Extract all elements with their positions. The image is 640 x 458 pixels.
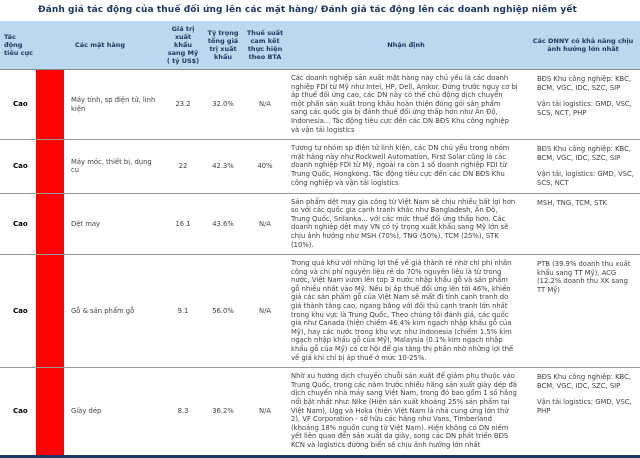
assessment-text: Tương tự nhóm sp điện tử linh kiện, các … (291, 144, 510, 187)
company-group: Vận tải logistics: GMD, VSC, PHP (537, 398, 632, 415)
item-name-cell: Gỗ & sản phẩm gỗ (64, 254, 165, 369)
companies-cell: MSH, TNG, TCM, STK (526, 193, 640, 256)
impact-bar (36, 193, 64, 256)
table-header: Tác động tiêu cực Các mặt hàng Giá trị x… (0, 21, 640, 70)
company-group: MSH, TNG, TCM, STK (537, 198, 608, 207)
table-row: Cao Giày dép 8.3 36.2% N/A Nhờ xu hướng … (0, 367, 640, 457)
export-value: 8.3 (177, 407, 189, 416)
impact-level-label: Cao (13, 407, 28, 416)
item-name-cell: Dệt may (64, 193, 165, 256)
company-group: BĐS Khu công nghiệp: KBC, BCM, VGC, IDC,… (537, 75, 632, 92)
bta-tariff: N/A (259, 100, 272, 109)
table-row: Cao Máy tính, sp điện tử, linh kiện 23.2… (0, 69, 640, 141)
bta-tariff: N/A (259, 407, 272, 416)
assessment-cell: Các doanh nghiệp sản xuất mặt hàng này c… (286, 69, 527, 141)
impact-level-label: Cao (13, 306, 28, 315)
export-value-cell: 8.3 (164, 367, 203, 457)
impact-level-label: Cao (13, 162, 28, 171)
impact-level-label: Cao (13, 100, 28, 109)
bta-tariff-cell: N/A (244, 193, 287, 256)
impact-level-cell: Cao (0, 139, 36, 194)
impact-bar (36, 69, 64, 141)
bta-tariff: N/A (259, 306, 272, 315)
item-name: Dệt may (71, 219, 101, 228)
item-name: Máy móc, thiết bị, dụng cụ (71, 157, 152, 175)
company-group: Vận tải logistics: GMD, VSC, SCS, NCT, P… (537, 100, 632, 117)
impact-level-cell: Cao (0, 367, 36, 457)
impact-bar (36, 139, 64, 194)
impact-assessment-table: Tác động tiêu cực Các mặt hàng Giá trị x… (0, 21, 640, 458)
bta-tariff: N/A (259, 219, 272, 228)
impact-level-cell: Cao (0, 193, 36, 256)
column-header-export-value: Giá trị xuất khẩu sang Mỹ ( tỷ US$) (164, 21, 203, 70)
export-share: 43.6% (212, 219, 234, 228)
bta-tariff-cell: N/A (244, 69, 287, 141)
item-name: Giày dép (71, 407, 102, 416)
column-header-bta-tariff: Thuế suất cam kết thực hiện theo BTA (244, 21, 287, 70)
page-title: Đánh giá tác động của thuế đối ứng lên c… (38, 5, 577, 15)
export-share-cell: 56.0% (202, 254, 245, 369)
assessment-text: Sản phẩm dệt may gia công từ Việt Nam sẽ… (291, 197, 516, 249)
bta-tariff-cell: N/A (244, 254, 287, 369)
export-value-cell: 22 (164, 139, 203, 194)
column-header-export-share: Tỷ trọng tổng giá trị xuất khẩu (202, 21, 245, 70)
assessment-cell: Trong quá khứ với những lợi thế về giá t… (286, 254, 527, 369)
assessment-text: Nhờ xu hướng dịch chuyển chuỗi sản xuất … (291, 372, 517, 449)
table-row: Cao Máy móc, thiết bị, dụng cụ 22 42.3% … (0, 139, 640, 194)
impact-bar (36, 254, 64, 369)
item-name-cell: Máy tính, sp điện tử, linh kiện (64, 69, 165, 141)
companies-cell: BĐS Khu công nghiệp: KBC, BCM, VGC, IDC,… (526, 69, 640, 141)
export-value-cell: 9.1 (164, 254, 203, 369)
export-value: 9.1 (177, 306, 189, 315)
companies-cell: BĐS Khu công nghiệp: KBC, BCM, VGC, IDC,… (526, 367, 640, 457)
export-share-cell: 42.3% (202, 139, 245, 194)
export-share: 36.2% (212, 407, 234, 416)
bta-tariff-cell: 40% (244, 139, 287, 194)
company-group: BĐS Khu công nghiệp: KBC, BCM, VGC, IDC,… (537, 373, 632, 390)
export-value-cell: 23.2 (164, 69, 203, 141)
assessment-cell: Tương tự nhóm sp điện tử linh kiện, các … (286, 139, 527, 194)
table-body: Cao Máy tính, sp điện tử, linh kiện 23.2… (0, 69, 640, 457)
item-name-cell: Máy móc, thiết bị, dụng cụ (64, 139, 165, 194)
export-share-cell: 43.6% (202, 193, 245, 256)
assessment-text: Các doanh nghiệp sản xuất mặt hàng này c… (291, 74, 518, 134)
assessment-cell: Nhờ xu hướng dịch chuyển chuỗi sản xuất … (286, 367, 527, 457)
impact-bar (36, 367, 64, 457)
export-value: 23.2 (175, 100, 191, 109)
impact-level-cell: Cao (0, 69, 36, 141)
companies-cell: BĐS Khu công nghiệp: KBC, BCM, VGC, IDC,… (526, 139, 640, 194)
item-name-cell: Giày dép (64, 367, 165, 457)
company-group: Vận tải, logistics: GMD, VSC, SCS, NCT (537, 170, 634, 187)
export-value: 22 (178, 162, 188, 171)
table-row: Cao Gỗ & sản phẩm gỗ 9.1 56.0% N/A Trong… (0, 254, 640, 369)
companies-cell: PTB (39.9% doanh thu xuất khẩu sang TT M… (526, 254, 640, 369)
export-value: 16.1 (175, 219, 191, 228)
export-share: 32.0% (212, 100, 234, 109)
impact-level-label: Cao (13, 219, 28, 228)
company-group: PTB (39.9% doanh thu xuất khẩu sang TT M… (537, 260, 631, 294)
bta-tariff: 40% (257, 162, 273, 171)
item-name: Máy tính, sp điện tử, linh kiện (71, 95, 156, 113)
header-row: Tác động tiêu cực Các mặt hàng Giá trị x… (0, 21, 640, 70)
column-header-assessment: Nhận định (286, 21, 527, 70)
export-share: 42.3% (212, 162, 234, 171)
assessment-cell: Sản phẩm dệt may gia công từ Việt Nam sẽ… (286, 193, 527, 256)
bta-tariff-cell: N/A (244, 367, 287, 457)
export-share: 56.0% (212, 306, 234, 315)
export-value-cell: 16.1 (164, 193, 203, 256)
table-row: Cao Dệt may 16.1 43.6% N/A Sản phẩm dệt … (0, 193, 640, 256)
column-header-item: Các mặt hàng (36, 21, 165, 70)
impact-level-cell: Cao (0, 254, 36, 369)
assessment-text: Trong quá khứ với những lợi thế về giá t… (291, 259, 514, 362)
item-name: Gỗ & sản phẩm gỗ (71, 306, 135, 315)
export-share-cell: 36.2% (202, 367, 245, 457)
export-share-cell: 32.0% (202, 69, 245, 141)
company-group: BĐS Khu công nghiệp: KBC, BCM, VGC, IDC,… (537, 145, 632, 162)
column-header-companies: Các DNNY có khả năng chịu ảnh hưởng lớn … (526, 21, 640, 70)
column-header-impact: Tác động tiêu cực (0, 21, 36, 70)
